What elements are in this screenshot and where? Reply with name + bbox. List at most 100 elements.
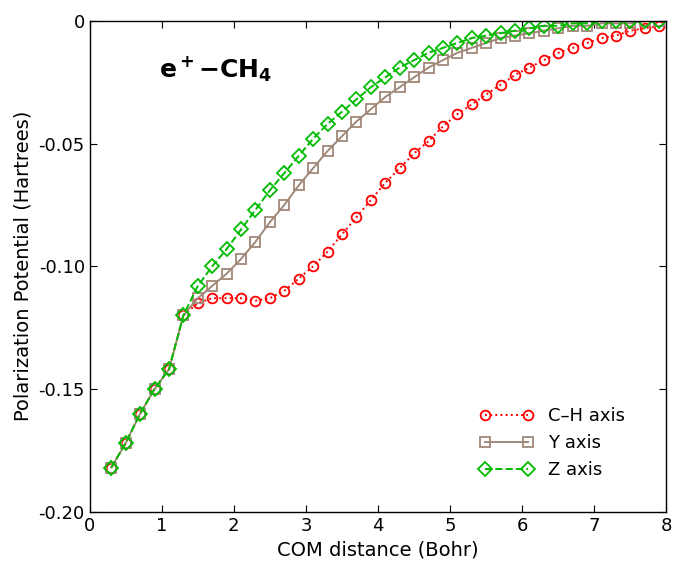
C–H axis [107,464,115,471]
C–H axis [540,57,548,64]
Z axis [612,17,620,24]
C–H axis [208,295,216,301]
Y axis [324,147,332,154]
C–H axis [525,64,534,71]
Z axis [136,410,144,417]
C–H axis [294,275,303,282]
C–H axis [265,295,274,301]
C–H axis [482,91,490,98]
Y axis [208,282,216,289]
Y axis [396,84,404,91]
Y axis [540,28,548,34]
C–H axis [569,45,577,52]
Z axis [381,74,390,81]
C–H axis [396,164,404,171]
Y axis [554,25,563,32]
C–H axis [237,295,245,301]
Y axis [453,49,462,56]
Y axis [353,118,361,125]
Y axis [294,182,303,189]
C–H axis [612,32,620,39]
Y axis [222,270,230,277]
Z axis [626,17,635,24]
Z axis [439,45,447,52]
C–H axis [641,25,649,32]
Z axis [280,170,288,176]
Y axis [121,439,130,446]
Z axis [338,108,346,115]
C–H axis [497,81,505,88]
Legend: C–H axis, Y axis, Z axis: C–H axis, Y axis, Z axis [471,398,635,488]
C–H axis [121,439,130,446]
Z axis [107,464,115,471]
Z axis [525,25,534,32]
Y axis [612,20,620,27]
Z axis [367,84,375,91]
Z axis [569,20,577,27]
C–H axis [381,179,390,186]
Z axis [482,32,490,39]
Z axis [598,17,606,24]
C–H axis [554,49,563,56]
Y-axis label: Polarization Potential (Hartrees): Polarization Potential (Hartrees) [14,111,33,422]
Y axis [468,45,476,52]
Z axis [208,263,216,270]
Z axis [497,30,505,37]
C–H axis [222,295,230,301]
Z axis [425,49,433,56]
C–H axis [425,138,433,144]
X-axis label: COM distance (Bohr): COM distance (Bohr) [277,540,479,559]
Z axis [265,187,274,194]
Line: Z axis: Z axis [106,16,664,472]
Z axis [222,246,230,253]
Y axis [583,22,591,29]
Y axis [179,312,187,319]
Z axis [353,96,361,103]
Y axis [381,93,390,100]
Y axis [598,20,606,27]
Z axis [468,34,476,41]
Y axis [136,410,144,417]
C–H axis [598,34,606,41]
C–H axis [583,40,591,46]
Z axis [641,17,649,24]
C–H axis [655,22,663,29]
C–H axis [179,312,187,319]
Z axis [396,64,404,71]
Z axis [511,28,519,34]
C–H axis [453,111,462,117]
C–H axis [511,72,519,79]
C–H axis [353,214,361,221]
Text: $\bf{e^+}$$\bf{-CH_4}$: $\bf{e^+}$$\bf{-CH_4}$ [159,55,272,84]
C–H axis [367,197,375,203]
Y axis [251,238,259,245]
Y axis [525,30,534,37]
Y axis [165,366,173,373]
Y axis [309,164,318,171]
Line: Y axis: Y axis [106,16,664,472]
Z axis [150,386,158,393]
C–H axis [468,101,476,108]
Y axis [569,22,577,29]
Y axis [338,133,346,140]
Z axis [165,366,173,373]
C–H axis [439,123,447,130]
Z axis [309,135,318,142]
C–H axis [626,28,635,34]
Z axis [294,152,303,159]
Y axis [265,219,274,226]
C–H axis [410,150,418,157]
Z axis [410,57,418,64]
Y axis [655,17,663,24]
C–H axis [150,386,158,393]
Y axis [237,256,245,262]
Z axis [554,22,563,29]
Z axis [655,17,663,24]
Y axis [482,40,490,46]
Y axis [439,57,447,64]
Z axis [540,22,548,29]
Z axis [179,312,187,319]
Line: C–H axis: C–H axis [106,21,664,472]
Z axis [251,206,259,213]
C–H axis [193,300,202,307]
